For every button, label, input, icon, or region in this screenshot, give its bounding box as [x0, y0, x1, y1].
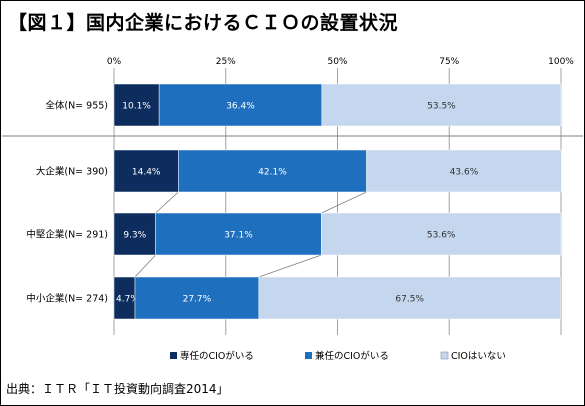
tick-label: 75%	[439, 57, 459, 67]
data-label: 4.7%	[116, 295, 139, 305]
legend: 専任のCIOがいる 兼任のCIOがいる CIOはいない	[170, 350, 506, 362]
connector-lines	[134, 191, 367, 278]
bar-segment	[366, 149, 562, 193]
stacked-bar-chart: 0% 25% 50% 75% 100% 10.1% 36.4% 53.5% 14.4% 42.1…	[2, 57, 583, 362]
category-labels: 全体(N= 955) 大企業(N= 390) 中堅企業(N= 291) 中小企業(N=…	[26, 100, 108, 305]
legend-item: CIOはいない	[440, 351, 506, 362]
bar-segment	[158, 83, 323, 127]
source-note: 出典：ＩＴＲ「ＩＴ投資動向調査2014」	[6, 382, 229, 396]
chart-title: 【図１】国内企業におけるＣＩＯの設置状況	[8, 12, 399, 34]
bar-segment	[134, 276, 260, 320]
connector-line	[321, 191, 367, 214]
data-label: 9.3%	[123, 231, 146, 241]
x-axis-ticks: 0% 25% 50% 75% 100%	[107, 57, 574, 67]
legend-item: 専任のCIOがいる	[170, 350, 254, 362]
tick-label: 50%	[327, 57, 347, 67]
data-label: 14.4%	[132, 168, 161, 178]
category-label: 中堅企業(N= 291)	[26, 229, 108, 241]
tick-label: 0%	[107, 57, 122, 67]
bar-segment	[113, 212, 156, 256]
data-label: 53.5%	[427, 102, 456, 112]
data-label: 53.6%	[427, 231, 456, 241]
bar-segment	[155, 212, 322, 256]
bar-segment	[178, 149, 367, 193]
connector-line	[155, 191, 179, 214]
tick-label: 100%	[548, 57, 574, 67]
legend-item: 兼任のCIOがいる	[305, 350, 389, 362]
legend-label: 兼任のCIOがいる	[315, 350, 389, 362]
data-label: 43.6%	[450, 168, 479, 178]
data-label: 10.1%	[122, 102, 151, 112]
legend-swatch	[440, 351, 449, 360]
data-label: 67.5%	[395, 295, 424, 305]
bars: 10.1% 36.4% 53.5% 14.4% 42.1% 43.6% 9.3% 37.1% 5…	[113, 83, 562, 320]
data-label: 36.4%	[226, 102, 255, 112]
legend-swatch	[305, 352, 312, 359]
bar-segment	[321, 212, 562, 256]
connector-line	[258, 254, 322, 278]
bar-segment	[321, 83, 562, 127]
category-label: 全体(N= 955)	[45, 100, 108, 112]
connector-line	[134, 254, 156, 278]
data-label: 27.7%	[183, 295, 212, 305]
bar-segment	[113, 149, 179, 193]
legend-label: 専任のCIOがいる	[180, 350, 254, 362]
bar-segment	[258, 276, 561, 320]
bar-segment	[113, 83, 160, 127]
tick-label: 25%	[216, 57, 236, 67]
data-label: 42.1%	[258, 168, 287, 178]
legend-label: CIOはいない	[451, 351, 506, 362]
data-label: 37.1%	[224, 231, 253, 241]
category-label: 大企業(N= 390)	[36, 166, 108, 178]
category-label: 中小企業(N= 274)	[26, 293, 108, 305]
legend-swatch	[170, 352, 177, 359]
